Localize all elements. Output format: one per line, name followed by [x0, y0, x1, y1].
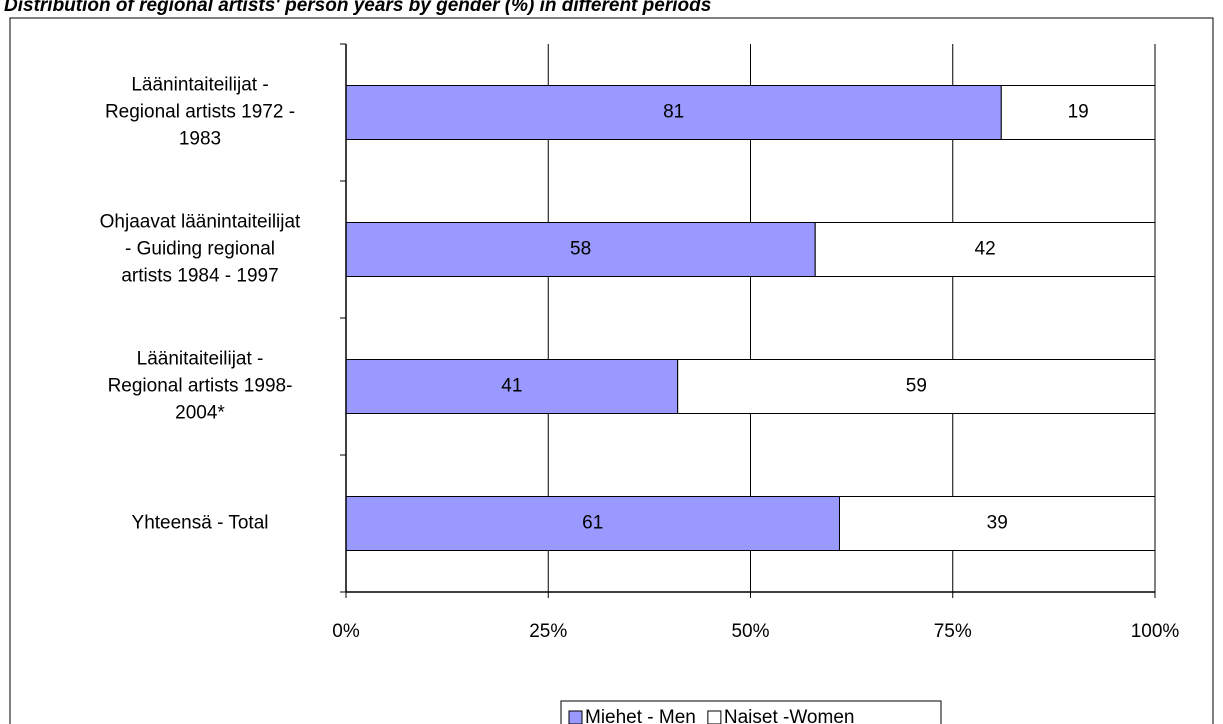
x-tick-label: 75%: [934, 621, 972, 642]
data-label: 81: [663, 102, 684, 123]
x-tick-label: 0%: [332, 621, 360, 642]
data-label: 39: [987, 513, 1008, 534]
bar-segment: [838, 496, 1156, 551]
bar-segment: [1000, 85, 1156, 140]
y-tick-label: Läänitaiteilijat -Regional artists 1998-…: [108, 349, 293, 424]
bar-segment: [345, 359, 679, 414]
data-label: 58: [570, 239, 591, 260]
bar-segment: [814, 222, 1156, 277]
bar-segment: [345, 222, 816, 277]
data-label: 61: [582, 513, 603, 534]
y-tick-label: Läänintaiteilijat -Regional artists 1972…: [105, 75, 295, 150]
legend-box: [560, 700, 942, 724]
y-tick-label: Ohjaavat läänintaiteilijat - Guiding regi…: [100, 212, 301, 287]
x-tick-label: 50%: [731, 621, 769, 642]
x-tick-label: 100%: [1131, 621, 1180, 642]
y-tick-label: Yhteensä - Total: [132, 513, 269, 534]
data-label: 42: [975, 239, 996, 260]
data-label: 19: [1068, 102, 1089, 123]
bar-segment: [345, 496, 840, 551]
x-tick-label: 25%: [529, 621, 567, 642]
chart-title: Distribution of regional artists' person…: [4, 0, 711, 16]
bar-segment: [677, 359, 1156, 414]
legend-label: Naiset -Women: [724, 707, 855, 724]
legend-swatch: [568, 710, 583, 724]
legend-label: Miehet - Men: [585, 707, 696, 724]
data-label: 41: [501, 376, 522, 397]
data-label: 59: [906, 376, 927, 397]
legend-swatch: [707, 710, 722, 724]
